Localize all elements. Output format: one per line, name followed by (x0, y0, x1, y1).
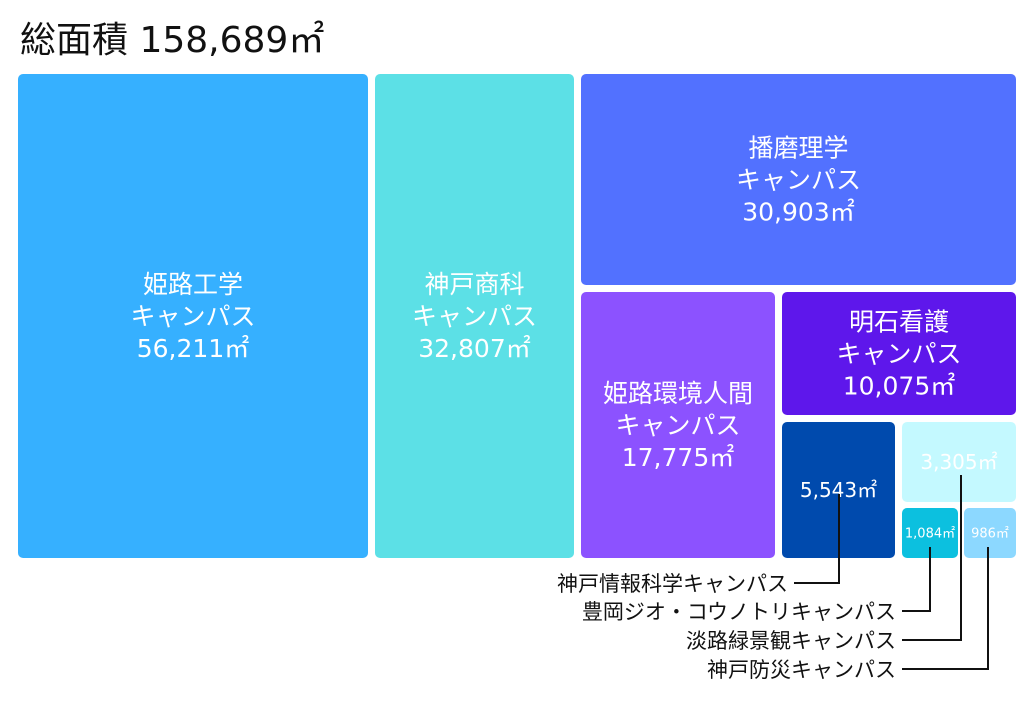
tile-3-label: キャンパス (615, 411, 740, 440)
chart-title: 総面積 158,689㎡ (20, 19, 324, 61)
callout-line-1 (902, 547, 931, 612)
callout-lines: 神戸情報科学キャンパス豊岡ジオ・コウノトリキャンパス淡路緑景観キャンパス神戸防災… (557, 475, 989, 682)
tile-3-value: 17,775㎡ (622, 443, 734, 472)
tile-7-rect (902, 508, 958, 558)
tile-0-value: 56,211㎡ (137, 334, 249, 363)
callout-line-2 (902, 475, 962, 641)
callout-label-0: 神戸情報科学キャンパス (557, 572, 788, 596)
tile-3-label: 姫路環境人間 (603, 379, 753, 408)
tile-4-label: 明石看護 (849, 307, 949, 336)
tile-3-rect (581, 292, 775, 558)
callout-label-2: 淡路緑景観キャンパス (686, 629, 896, 653)
tile-5-rect (782, 422, 895, 558)
callout-line-0 (794, 494, 840, 584)
tile-6-rect (902, 422, 1016, 502)
tile-2-value: 30,903㎡ (742, 197, 854, 226)
callout-line-3 (902, 547, 989, 670)
tile-1-label: 神戸商科 (424, 270, 524, 299)
tile-8-rect (964, 508, 1016, 558)
tile-2-label: 播磨理学 (748, 133, 848, 162)
tile-4-rect (782, 292, 1016, 415)
tile-2-rect (581, 74, 1016, 285)
tile-1-rect (375, 74, 574, 558)
tile-7-value: 1,084㎡ (905, 527, 955, 542)
tile-0-rect (18, 74, 368, 558)
tile-4-label: キャンパス (836, 339, 961, 368)
tile-4-value: 10,075㎡ (843, 371, 955, 400)
tile-2-label: キャンパス (736, 165, 861, 194)
tile-8-value: 986㎡ (971, 527, 1009, 542)
treemap-tiles: 姫路工学キャンパス56,211㎡神戸商科キャンパス32,807㎡播磨理学キャンパ… (18, 74, 1016, 558)
tile-6-value: 3,305㎡ (920, 450, 997, 474)
tile-0-label: 姫路工学 (143, 270, 243, 299)
tile-0-label: キャンパス (130, 302, 255, 331)
callout-label-3: 神戸防災キャンパス (707, 658, 896, 682)
tile-1-label: キャンパス (412, 302, 537, 331)
callout-label-1: 豊岡ジオ・コウノトリキャンパス (582, 600, 896, 624)
tile-1-value: 32,807㎡ (418, 334, 530, 363)
